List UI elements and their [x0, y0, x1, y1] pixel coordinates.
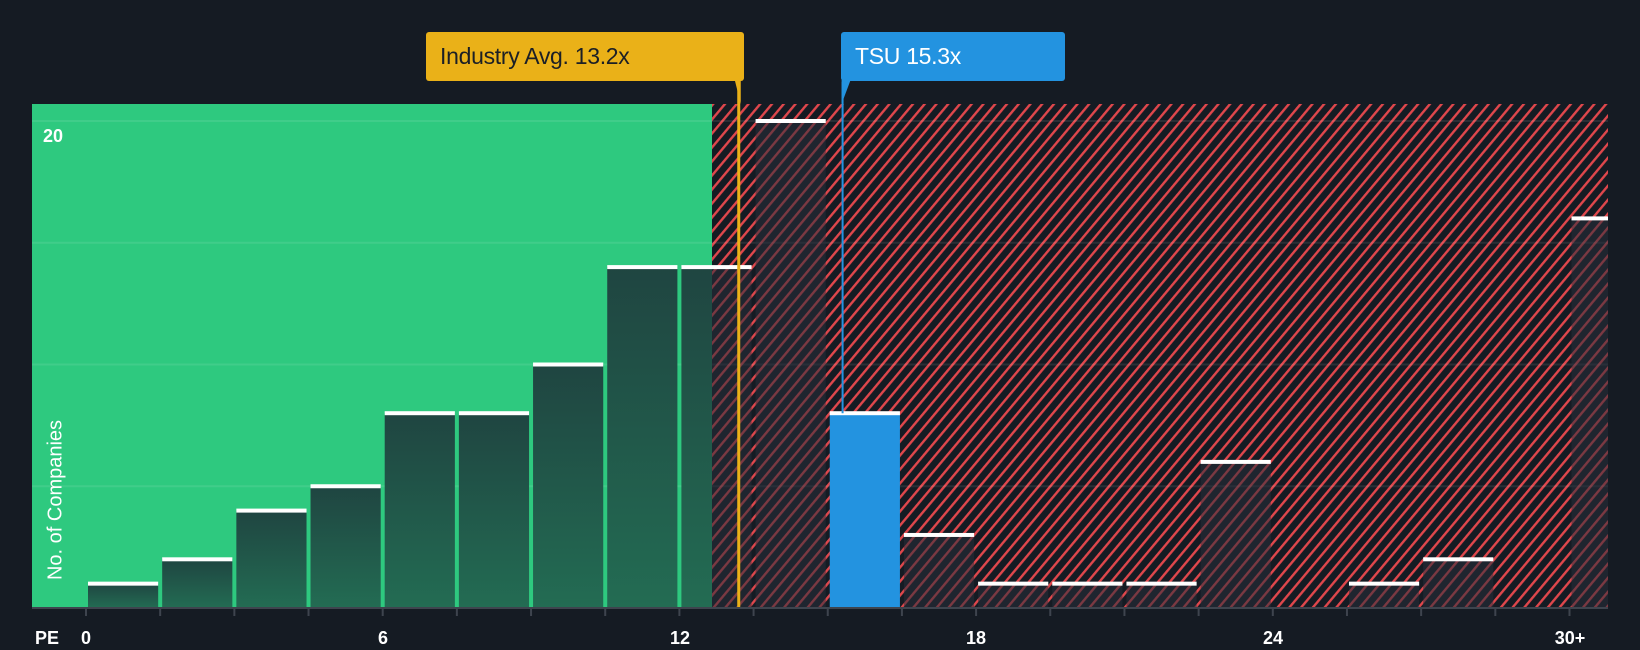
x-tick-18: 18: [965, 628, 987, 648]
histogram-bar: [755, 119, 826, 608]
histogram-bar: [88, 581, 159, 608]
x-tick-mark: [604, 608, 607, 616]
x-tick-mark: [1420, 608, 1423, 616]
histogram-bar: [162, 557, 233, 608]
x-tick-mark: [381, 608, 384, 616]
histogram-bar: [310, 484, 381, 608]
histogram-bar: [384, 411, 455, 608]
histogram-bar: [903, 532, 975, 608]
histogram-bar: [1126, 581, 1197, 608]
x-tick-mark: [1197, 608, 1200, 616]
histogram-bar: [607, 265, 678, 608]
company-pe-line: [841, 80, 851, 414]
x-tick-mark: [1049, 608, 1052, 616]
histogram-bar: [1571, 216, 1608, 608]
industry-average-line: [734, 80, 741, 608]
histogram-bar: [458, 411, 530, 608]
histogram-bar: [1348, 581, 1420, 608]
histogram-bar: [533, 362, 604, 608]
x-tick-mark: [752, 608, 755, 616]
company-pe-callout: TSU 15.3x: [841, 32, 1065, 81]
x-tick-12: 12: [669, 628, 691, 648]
y-axis-title: No. of Companies: [44, 419, 67, 581]
x-tick-mark: [85, 608, 87, 616]
histogram-bar: [681, 265, 752, 608]
x-axis: [32, 607, 1608, 616]
histogram-bar: [1052, 581, 1123, 608]
bars: [88, 119, 1608, 608]
reference-lines: [734, 80, 851, 608]
y-tick-20: 20: [43, 126, 64, 146]
x-tick-mark: [1494, 608, 1497, 616]
x-tick-mark: [900, 608, 903, 616]
x-tick-mark: [678, 608, 681, 616]
industry-average-callout: Industry Avg. 13.2x: [426, 32, 744, 81]
x-tick-mark: [1568, 608, 1571, 616]
x-tick-0: 0: [80, 628, 92, 648]
x-tick-6: 6: [377, 628, 389, 648]
axis-line: [32, 607, 1608, 609]
histogram-bar: [1423, 557, 1494, 608]
x-tick-mark: [826, 608, 829, 616]
x-tick-mark: [233, 608, 236, 616]
x-tick-mark: [455, 608, 458, 616]
x-tick-mark: [1345, 608, 1348, 616]
x-tick-mark: [159, 608, 162, 616]
company-bar: [829, 411, 900, 608]
x-tick-mark: [1123, 608, 1126, 616]
x-axis-title: PE: [35, 628, 60, 648]
x-tick-mark: [307, 608, 310, 616]
x-tick-mark: [1271, 608, 1274, 616]
histogram-bar: [978, 581, 1049, 608]
histogram-bar: [236, 508, 307, 608]
x-tick-30-plus: 30+: [1554, 628, 1586, 648]
histogram-bar: [1200, 459, 1271, 608]
x-tick-24: 24: [1262, 628, 1284, 648]
x-tick-mark: [530, 608, 533, 616]
x-tick-mark: [975, 608, 978, 616]
